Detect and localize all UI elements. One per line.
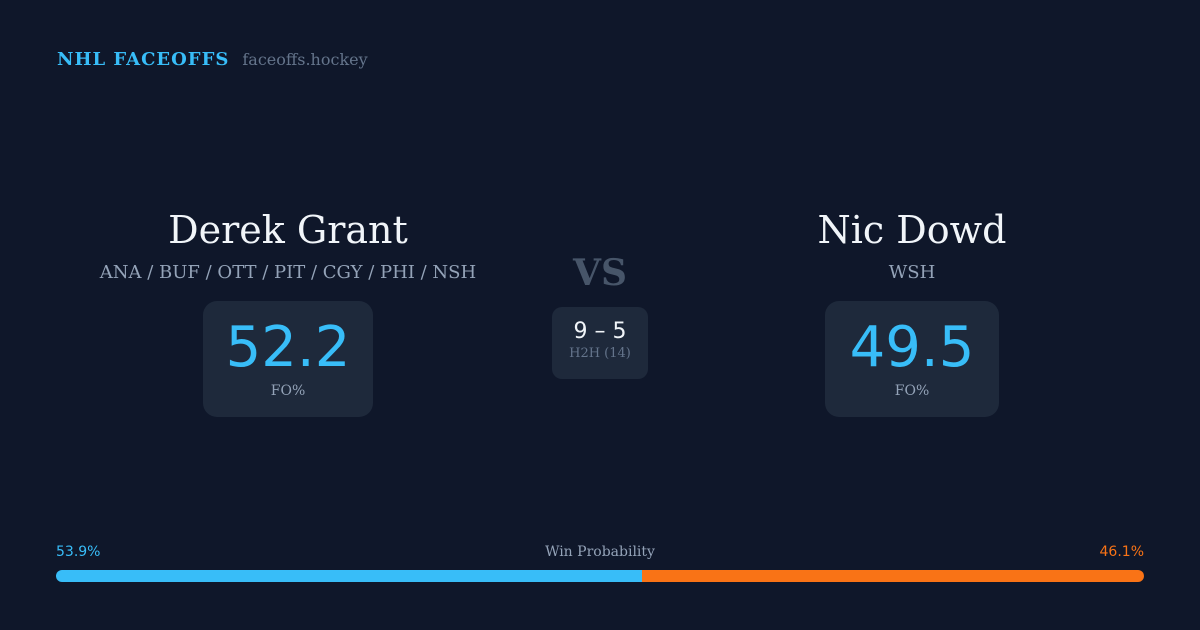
- brand-site: faceoffs.hockey: [242, 50, 368, 69]
- player-left: Derek Grant ANA / BUF / OTT / PIT / CGY …: [88, 208, 488, 417]
- fo-pct-card: 52.2 FO%: [203, 301, 373, 417]
- h2h-label: H2H (14): [569, 346, 631, 361]
- brand-name: NHL FACEOFFS: [57, 49, 230, 70]
- h2h-score: 9 – 5: [573, 319, 627, 344]
- brand-header: NHL FACEOFFS faceoffs.hockey: [57, 49, 368, 70]
- player-right: Nic Dowd WSH 49.5 FO%: [712, 208, 1112, 417]
- fo-pct-value: 52.2: [225, 315, 351, 380]
- player-name: Nic Dowd: [817, 208, 1007, 252]
- win-prob-left-fill: [56, 570, 643, 582]
- player-teams: ANA / BUF / OTT / PIT / CGY / PHI / NSH: [99, 262, 477, 283]
- win-prob-label: Win Probability: [545, 544, 655, 560]
- player-teams: WSH: [888, 262, 936, 283]
- win-prob-right: 46.1%: [1099, 544, 1144, 560]
- player-name: Derek Grant: [168, 208, 408, 252]
- win-prob-right-fill: [642, 570, 1144, 582]
- h2h-card: 9 – 5 H2H (14): [552, 307, 648, 379]
- fo-pct-card: 49.5 FO%: [825, 301, 999, 417]
- vs-label: VS: [573, 252, 627, 294]
- win-prob-left: 53.9%: [56, 544, 101, 560]
- win-prob-bar: [56, 570, 1144, 582]
- fo-pct-value: 49.5: [849, 315, 975, 380]
- fo-pct-label: FO%: [270, 383, 306, 399]
- fo-pct-label: FO%: [894, 383, 930, 399]
